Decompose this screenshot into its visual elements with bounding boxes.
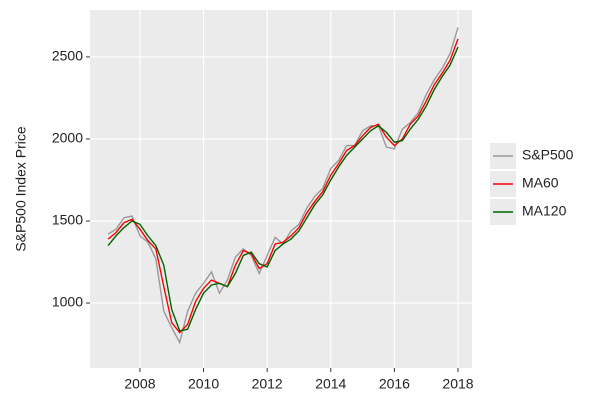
y-tick-label: 1000 (52, 294, 83, 310)
y-tick-label: 2000 (52, 130, 83, 146)
plot-panel (90, 10, 472, 368)
legend-label: MA60 (522, 175, 559, 191)
x-tick-label: 2012 (252, 376, 283, 392)
x-tick-label: 2016 (379, 376, 410, 392)
y-axis-label: S&P500 Index Price (13, 126, 29, 252)
x-tick-label: 2008 (124, 376, 155, 392)
y-tick-label: 1500 (52, 212, 83, 228)
x-tick-label: 2018 (442, 376, 473, 392)
legend-label: MA120 (522, 203, 567, 219)
series-line (107, 46, 459, 332)
y-tick-label: 2500 (52, 48, 83, 64)
x-tick-label: 2014 (315, 376, 346, 392)
legend-label: S&P500 (522, 147, 574, 163)
x-tick-label: 2010 (188, 376, 219, 392)
